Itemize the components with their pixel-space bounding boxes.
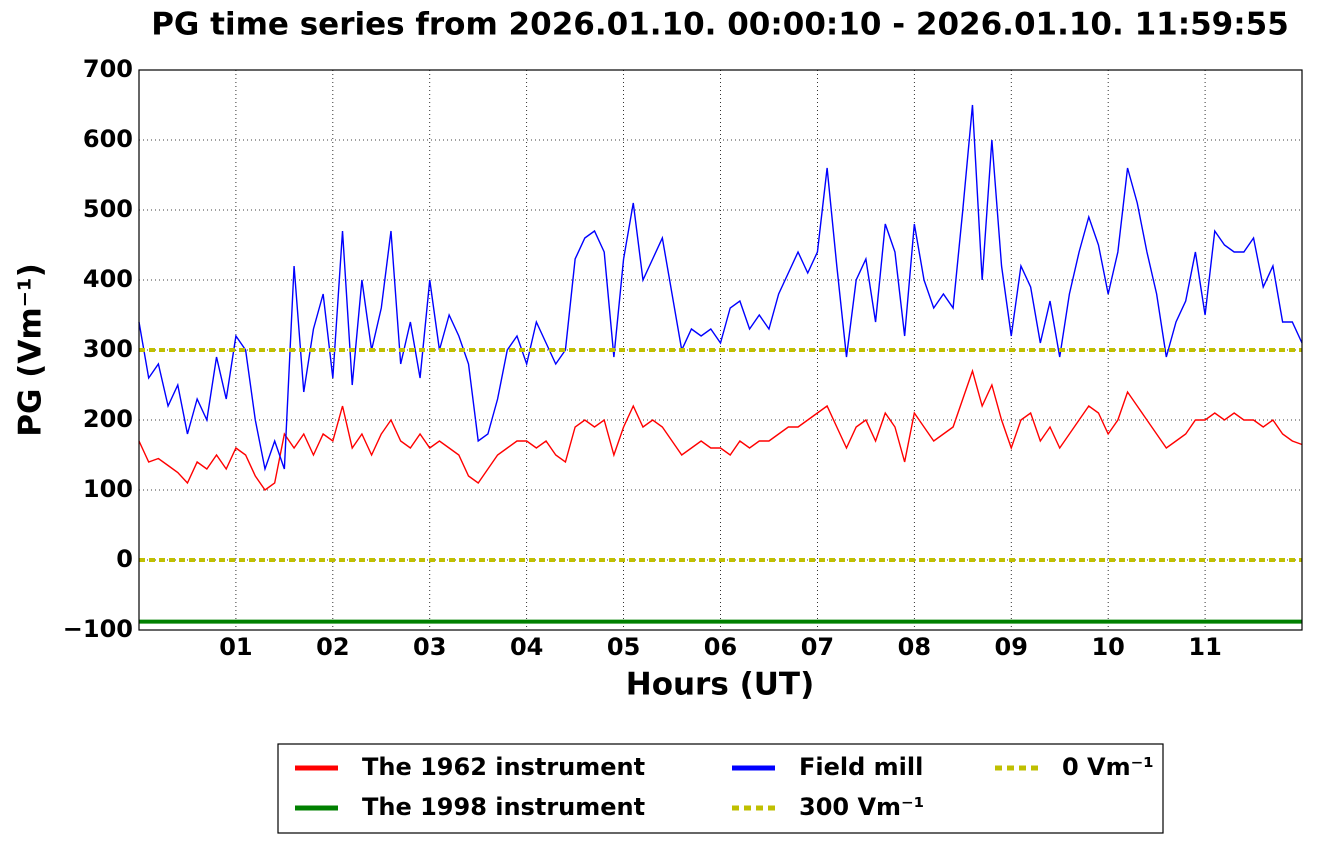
x-tick-label: 08 bbox=[898, 633, 931, 661]
legend-label: Field mill bbox=[799, 753, 923, 781]
y-tick-label: 200 bbox=[83, 405, 133, 433]
legend-label: The 1998 instrument bbox=[362, 793, 645, 821]
chart-title: PG time series from 2026.01.10. 00:00:10… bbox=[151, 7, 1289, 43]
x-tick-label: 11 bbox=[1188, 633, 1221, 661]
plot-frame bbox=[138, 69, 1303, 631]
series-line bbox=[138, 368, 1303, 491]
y-tick-label: 0 bbox=[116, 545, 133, 573]
x-tick-label: 03 bbox=[413, 633, 446, 661]
series-line bbox=[138, 104, 1303, 472]
y-tick-label: 500 bbox=[83, 195, 133, 223]
y-tick-label: 300 bbox=[83, 335, 133, 363]
legend-label: 0 Vm⁻¹ bbox=[1062, 753, 1154, 781]
x-axis-label: Hours (UT) bbox=[626, 667, 815, 703]
y-tick-label: −100 bbox=[63, 615, 133, 643]
x-tick-label: 07 bbox=[801, 633, 834, 661]
y-tick-label: 100 bbox=[83, 475, 133, 503]
legend-label: The 1962 instrument bbox=[362, 753, 645, 781]
y-tick-label: 600 bbox=[83, 125, 133, 153]
y-axis-label: PG (Vm⁻¹) bbox=[13, 263, 49, 437]
y-tick-label: 400 bbox=[83, 265, 133, 293]
x-tick-label: 09 bbox=[995, 633, 1028, 661]
x-tick-label: 06 bbox=[704, 633, 737, 661]
y-tick-label: 700 bbox=[83, 55, 133, 83]
x-tick-label: 05 bbox=[607, 633, 640, 661]
x-tick-label: 10 bbox=[1091, 633, 1124, 661]
legend-box bbox=[277, 743, 1164, 834]
legend-label: 300 Vm⁻¹ bbox=[799, 793, 924, 821]
x-tick-label: 01 bbox=[219, 633, 252, 661]
x-tick-label: 04 bbox=[510, 633, 543, 661]
x-tick-label: 02 bbox=[316, 633, 349, 661]
